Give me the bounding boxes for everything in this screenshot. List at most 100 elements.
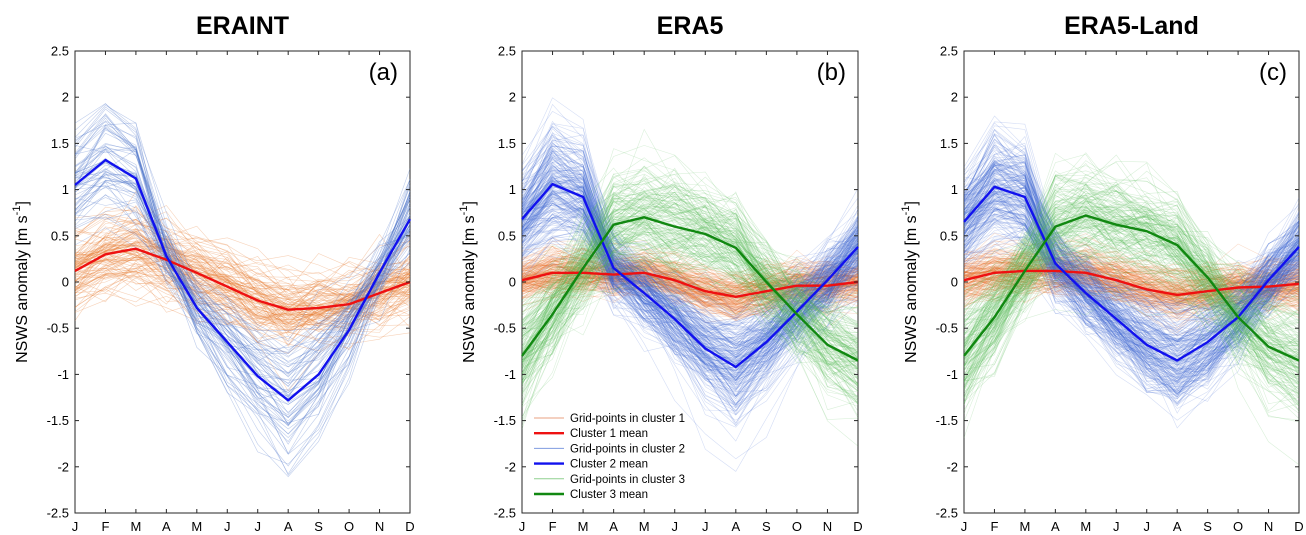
grid-point-line-cluster-2: [521, 218, 859, 343]
grid-point-line-cluster-2: [963, 214, 1300, 357]
grid-point-line-cluster-2: [74, 124, 411, 425]
grid-point-line-cluster-3: [521, 171, 859, 359]
grid-point-line-cluster-1: [521, 264, 859, 306]
grid-point-line-cluster-1: [521, 259, 859, 306]
grid-point-line-cluster-2: [963, 192, 1300, 386]
grid-point-line-cluster-2: [963, 188, 1300, 375]
grid-point-line-cluster-1: [74, 273, 411, 332]
x-tick-label: D: [1294, 519, 1303, 534]
grid-point-line-cluster-1: [521, 259, 859, 318]
grid-point-line-cluster-2: [521, 158, 859, 349]
grid-point-line-cluster-2: [963, 195, 1300, 352]
grid-point-line-cluster-1: [522, 268, 859, 297]
grid-point-line-cluster-1: [963, 273, 1300, 305]
grid-point-line-cluster-3: [963, 240, 1300, 368]
grid-point-line-cluster-2: [963, 189, 1300, 357]
grid-point-line-cluster-1: [963, 242, 1300, 309]
grid-point-line-cluster-3: [963, 204, 1300, 322]
grid-point-line-cluster-2: [521, 221, 859, 335]
grid-point-line-cluster-2: [963, 186, 1300, 332]
grid-point-line-cluster-1: [74, 206, 411, 293]
grid-point-line-cluster-3: [521, 218, 859, 369]
grid-point-line-cluster-2: [74, 197, 411, 351]
x-tick-label: S: [1203, 519, 1212, 534]
grid-point-line-cluster-1: [963, 264, 1300, 301]
grid-point-line-cluster-2: [963, 179, 1300, 353]
x-tick-label: A: [609, 519, 618, 534]
grid-point-line-cluster-3: [963, 250, 1300, 423]
grid-point-line-cluster-1: [74, 256, 411, 334]
grid-point-line-cluster-2: [521, 182, 859, 372]
grid-point-line-cluster-1: [521, 256, 859, 288]
grid-point-line-cluster-2: [963, 157, 1300, 382]
grid-point-line-cluster-1: [521, 262, 859, 296]
grid-point-line-cluster-1: [74, 190, 411, 279]
grid-point-line-cluster-2: [521, 180, 859, 365]
grid-point-line-cluster-3: [963, 205, 1300, 385]
grid-point-line-cluster-2: [521, 193, 859, 374]
legend-label: Cluster 2 mean: [570, 459, 648, 471]
grid-point-line-cluster-1: [74, 242, 411, 325]
x-tick-label: M: [1019, 519, 1030, 534]
grid-point-line-cluster-2: [963, 163, 1300, 371]
grid-point-line-cluster-2: [963, 115, 1300, 364]
grid-point-line-cluster-3: [521, 252, 859, 359]
grid-point-line-cluster-3: [521, 204, 859, 407]
grid-point-line-cluster-3: [521, 185, 859, 325]
grid-point-line-cluster-1: [521, 247, 859, 295]
grid-point-line-cluster-1: [521, 269, 859, 314]
y-tick-label: 0.5: [940, 228, 958, 243]
grid-point-line-cluster-3: [963, 202, 1300, 296]
grid-point-line-cluster-3: [963, 226, 1300, 385]
grid-point-line-cluster-2: [963, 170, 1300, 369]
grid-point-line-cluster-1: [963, 249, 1300, 288]
grid-point-line-cluster-3: [963, 236, 1300, 347]
grid-point-line-cluster-1: [963, 266, 1300, 288]
grid-point-line-cluster-2: [963, 218, 1300, 307]
y-tick-label: -2.5: [47, 506, 69, 521]
grid-point-line-cluster-2: [521, 190, 859, 397]
grid-point-line-cluster-2: [521, 140, 859, 405]
y-tick-label: 1: [62, 182, 69, 197]
grid-point-line-cluster-2: [963, 163, 1300, 389]
grid-point-line-cluster-3: [963, 243, 1300, 386]
grid-point-line-cluster-1: [521, 265, 859, 306]
grid-point-line-cluster-3: [963, 173, 1300, 358]
grid-point-line-cluster-3: [521, 206, 859, 407]
grid-point-line-cluster-2: [521, 156, 859, 416]
grid-point-line-cluster-3: [963, 219, 1300, 321]
grid-point-line-cluster-3: [521, 213, 859, 375]
grid-point-line-cluster-2: [963, 162, 1300, 386]
grid-point-line-cluster-2: [963, 144, 1300, 386]
grid-point-line-cluster-3: [963, 230, 1300, 374]
grid-point-line-cluster-1: [521, 278, 859, 323]
grid-point-line-cluster-2: [521, 210, 859, 350]
grid-point-line-cluster-2: [521, 194, 859, 340]
grid-point-line-cluster-1: [963, 260, 1300, 288]
grid-point-line-cluster-1: [521, 272, 859, 307]
panel-era5-land: -2.5 -2 -1.5 -1 -0.5 0 0.5 1 1.5 2 2.5 J F M A M J J A S O N D…: [900, 12, 1304, 534]
grid-point-line-cluster-1: [521, 267, 859, 296]
grid-point-line-cluster-2: [963, 138, 1300, 383]
grid-point-line-cluster-1: [963, 265, 1300, 305]
grid-point-line-cluster-3: [963, 174, 1300, 364]
grid-point-line-cluster-1: [521, 269, 859, 301]
y-tick-label: -1: [946, 367, 958, 382]
grid-point-line-cluster-2: [521, 216, 859, 366]
y-tick-label: 1: [509, 182, 516, 197]
grid-point-line-cluster-3: [963, 215, 1300, 399]
grid-point-line-cluster-1: [963, 266, 1300, 307]
grid-point-line-cluster-2: [74, 145, 411, 416]
grid-point-line-cluster-3: [521, 208, 859, 386]
grid-point-line-cluster-1: [74, 246, 411, 324]
grid-point-line-cluster-2: [521, 164, 859, 345]
grid-point-line-cluster-2: [963, 169, 1300, 396]
grid-point-line-cluster-2: [963, 199, 1300, 389]
grid-point-line-cluster-3: [963, 221, 1300, 412]
grid-point-line-cluster-3: [521, 227, 859, 385]
grid-point-line-cluster-2: [74, 148, 411, 374]
grid-point-line-cluster-2: [521, 157, 859, 381]
grid-point-line-cluster-2: [521, 111, 859, 415]
grid-point-line-cluster-1: [963, 251, 1300, 308]
grid-point-line-cluster-2: [521, 162, 859, 346]
